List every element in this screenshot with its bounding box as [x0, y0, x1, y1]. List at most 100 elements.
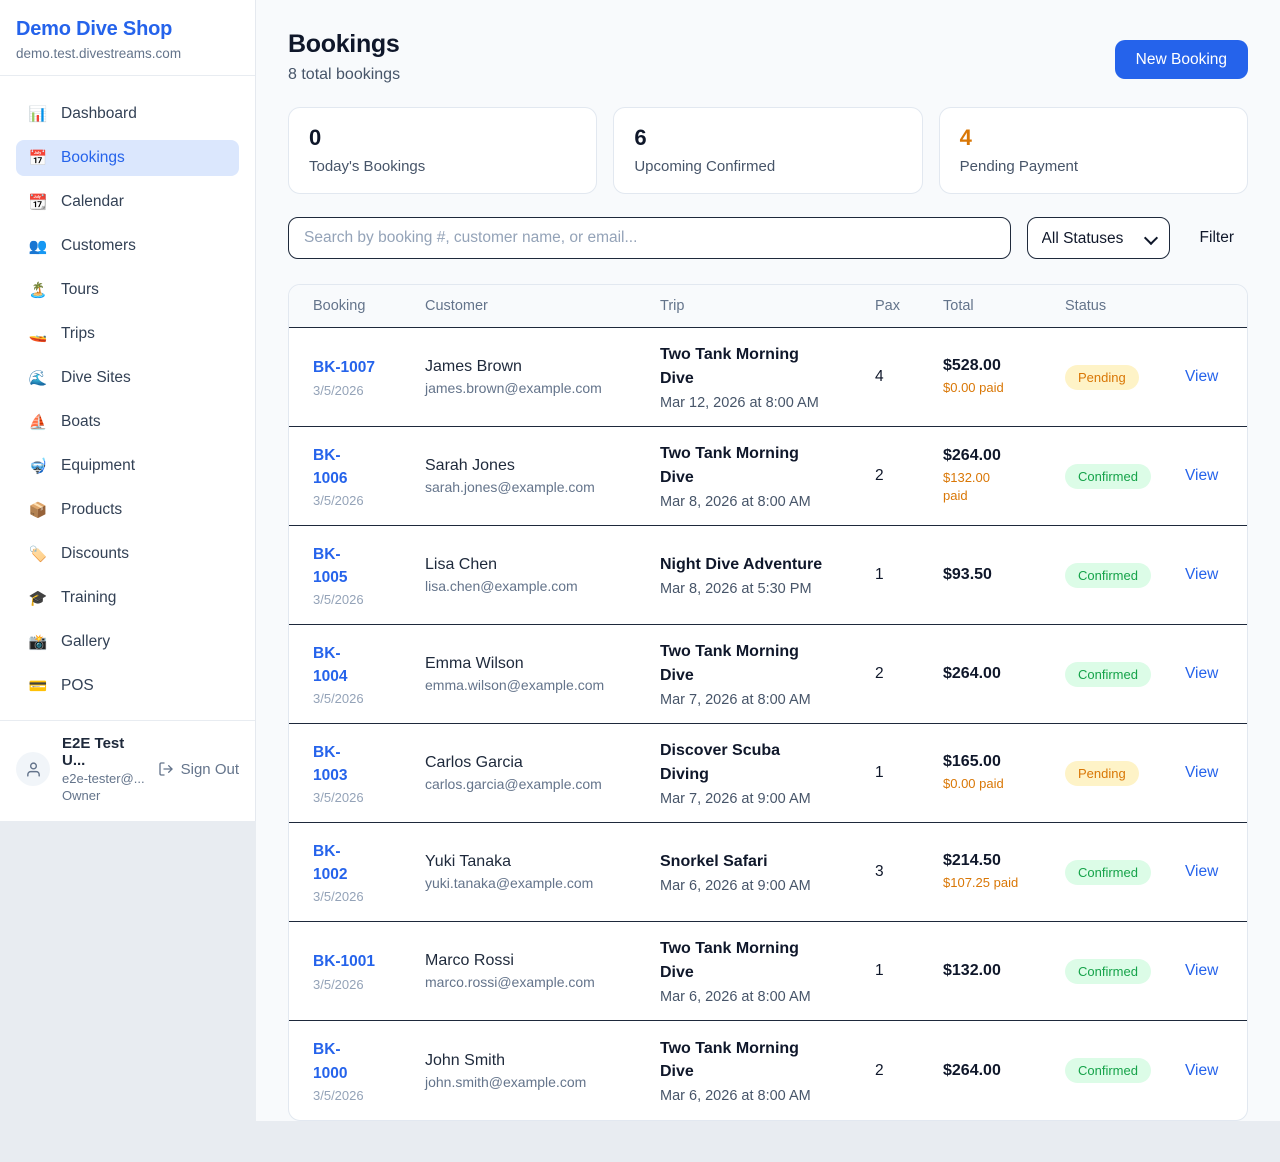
view-link[interactable]: View — [1185, 962, 1219, 979]
column-header-pax: Pax — [875, 298, 900, 314]
sidebar-item-tours[interactable]: 🏝️ Tours — [16, 272, 239, 308]
stats-row: 0 Today's Bookings 6 Upcoming Confirmed … — [288, 107, 1248, 194]
pax-cell: 2 — [875, 1061, 884, 1079]
trip-cell: Night Dive Adventure Mar 8, 2026 at 5:30… — [660, 553, 875, 597]
sidebar-item-gallery[interactable]: 📸 Gallery — [16, 624, 239, 660]
pax-cell: 1 — [875, 566, 884, 583]
customer-name: Carlos Garcia — [425, 754, 523, 771]
booking-number-link[interactable]: BK- 1004 — [313, 644, 348, 685]
filter-row: All Statuses Filter — [288, 217, 1248, 259]
sidebar-item-label: Bookings — [61, 149, 125, 166]
sidebar-item-dive-sites[interactable]: 🌊 Dive Sites — [16, 360, 239, 396]
trip-datetime: Mar 7, 2026 at 9:00 AM — [660, 790, 811, 807]
trip-datetime: Mar 6, 2026 at 8:00 AM — [660, 1088, 811, 1105]
booking-number-link[interactable]: BK- 1006 — [313, 446, 348, 487]
total-cell: $165.00 $0.00 paid — [943, 753, 1065, 793]
status-cell: Confirmed — [1065, 958, 1185, 984]
trip-name: Two Tank Morning Dive — [660, 940, 799, 981]
view-link[interactable]: View — [1185, 566, 1219, 583]
customer-email: james.brown@example.com — [425, 380, 602, 396]
sidebar-item-label: Gallery — [61, 633, 111, 650]
total-amount: $214.50 — [943, 851, 1001, 869]
pax-cell: 1 — [875, 764, 884, 781]
sidebar-item-label: Boats — [61, 413, 101, 430]
stat-value: 0 — [309, 125, 322, 150]
total-cell: $264.00 — [943, 665, 1065, 683]
booking-number-link[interactable]: BK- 1000 — [313, 1041, 348, 1082]
pax-cell: 3 — [875, 863, 884, 880]
user-name: E2E Test U... — [62, 735, 125, 769]
actions-cell: View — [1185, 863, 1223, 881]
booking-number-link[interactable]: BK- 1002 — [313, 842, 348, 883]
trip-name: Snorkel Safari — [660, 852, 768, 870]
stat-value: 6 — [634, 125, 647, 150]
customer-cell: Carlos Garcia carlos.garcia@example.com — [425, 754, 660, 792]
island-icon: 🏝️ — [28, 282, 48, 299]
status-cell: Confirmed — [1065, 562, 1185, 588]
total-cell: $132.00 — [943, 962, 1065, 980]
sidebar-item-equipment[interactable]: 🤿 Equipment — [16, 448, 239, 484]
customer-name: Lisa Chen — [425, 556, 498, 573]
customer-name: Marco Rossi — [425, 952, 514, 969]
customer-cell: James Brown james.brown@example.com — [425, 358, 660, 396]
sidebar-item-calendar[interactable]: 📆 Calendar — [16, 184, 239, 220]
booking-cell: BK-1007 3/5/2026 — [313, 356, 425, 397]
booking-number-link[interactable]: BK-1001 — [313, 953, 376, 971]
table-body: BK-1007 3/5/2026 James Brown james.brown… — [289, 328, 1247, 1120]
sidebar-item-trips[interactable]: 🚤 Trips — [16, 316, 239, 352]
sidebar-item-boats[interactable]: ⛵ Boats — [16, 404, 239, 440]
sidebar-item-training[interactable]: 🎓 Training — [16, 580, 239, 616]
view-link[interactable]: View — [1185, 467, 1219, 484]
status-filter-select[interactable]: All Statuses — [1026, 217, 1170, 259]
view-link[interactable]: View — [1185, 1061, 1219, 1079]
sidebar-item-discounts[interactable]: 🏷️ Discounts — [16, 536, 239, 572]
trip-cell: Discover Scuba Diving Mar 7, 2026 at 9:0… — [660, 739, 875, 806]
total-amount: $264.00 — [943, 1061, 1001, 1079]
sidebar-item-products[interactable]: 📦 Products — [16, 492, 239, 528]
stat-label: Upcoming Confirmed — [634, 158, 776, 175]
page-header: Bookings 8 total bookings New Booking — [288, 30, 1248, 84]
sidebar-item-pos[interactable]: 💳 POS — [16, 668, 239, 704]
customer-name: Emma Wilson — [425, 655, 524, 672]
filter-button[interactable]: Filter — [1186, 221, 1248, 255]
view-link[interactable]: View — [1185, 764, 1219, 781]
new-booking-button[interactable]: New Booking — [1114, 40, 1248, 79]
booking-number-link[interactable]: BK-1007 — [313, 359, 376, 377]
search-input[interactable] — [288, 217, 1011, 259]
customer-name: Yuki Tanaka — [425, 853, 511, 870]
actions-cell: View — [1185, 368, 1223, 386]
booking-cell: BK- 1006 3/5/2026 — [313, 444, 425, 509]
trip-datetime: Mar 12, 2026 at 8:00 AM — [660, 394, 819, 411]
booking-cell: BK- 1005 3/5/2026 — [313, 543, 425, 608]
diving-mask-icon: 🤿 — [28, 458, 48, 475]
trip-name: Discover Scuba Diving — [660, 742, 781, 783]
total-amount: $165.00 — [943, 752, 1001, 770]
sidebar-item-bookings[interactable]: 📅 Bookings — [16, 140, 239, 176]
total-cell: $264.00 $132.00 paid — [943, 447, 1065, 505]
booking-number-link[interactable]: BK- 1003 — [313, 743, 348, 784]
user-icon — [26, 761, 40, 777]
view-link[interactable]: View — [1185, 368, 1219, 385]
pax-cell: 4 — [875, 368, 884, 385]
paid-amount: $132.00 paid — [943, 469, 990, 503]
trip-cell: Two Tank Morning Dive Mar 6, 2026 at 8:0… — [660, 1037, 875, 1104]
trip-datetime: Mar 6, 2026 at 9:00 AM — [660, 878, 811, 895]
trip-name: Night Dive Adventure — [660, 555, 823, 573]
trip-datetime: Mar 6, 2026 at 8:00 AM — [660, 988, 811, 1005]
actions-cell: View — [1185, 665, 1223, 683]
trip-name: Two Tank Morning Dive — [660, 643, 799, 684]
view-link[interactable]: View — [1185, 665, 1219, 682]
sign-out-button[interactable]: Sign Out — [158, 761, 239, 778]
sidebar-item-customers[interactable]: 👥 Customers — [16, 228, 239, 264]
customer-name: James Brown — [425, 358, 522, 375]
trip-cell: Snorkel Safari Mar 6, 2026 at 9:00 AM — [660, 850, 875, 894]
booking-date: 3/5/2026 — [313, 493, 364, 509]
paid-amount: $107.25 paid — [943, 874, 1019, 890]
booking-date: 3/5/2026 — [313, 592, 364, 608]
view-link[interactable]: View — [1185, 863, 1219, 880]
status-badge: Confirmed — [1065, 958, 1151, 984]
customer-email: john.smith@example.com — [425, 1073, 587, 1090]
sidebar-item-dashboard[interactable]: 📊 Dashboard — [16, 96, 239, 132]
booking-number-link[interactable]: BK- 1005 — [313, 545, 348, 586]
booking-date: 3/5/2026 — [313, 1087, 364, 1103]
